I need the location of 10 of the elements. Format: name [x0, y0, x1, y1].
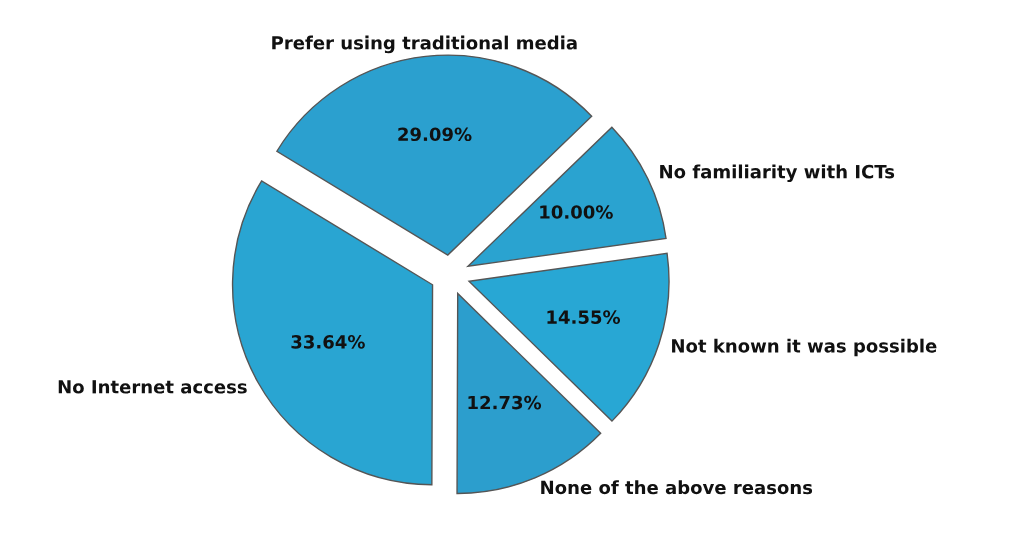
data-label: 33.64%: [291, 335, 365, 349]
slice-label: No Internet access: [58, 380, 247, 394]
data-label: 10.00%: [540, 205, 613, 219]
data-label: 12.73%: [468, 395, 542, 410]
data-label: 29.09%: [398, 127, 472, 142]
data-label: 14.55%: [547, 310, 621, 324]
slice-label: No familiarity with ICTs: [660, 164, 895, 183]
slice-label: Prefer using traditional media: [272, 35, 577, 54]
slice-label: Not known it was possible: [672, 338, 937, 357]
slice-label: None of the above reasons: [541, 480, 813, 495]
